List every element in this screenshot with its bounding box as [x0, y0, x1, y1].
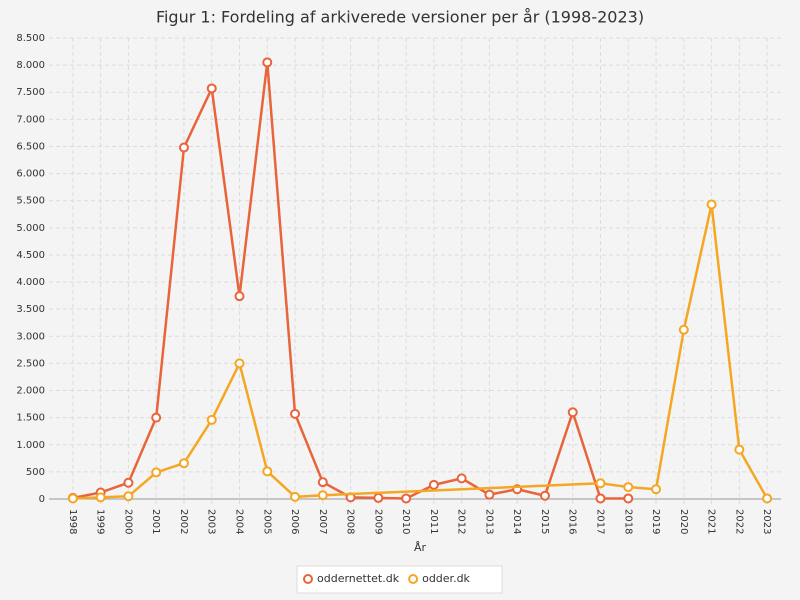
point	[595, 493, 606, 504]
point	[262, 466, 273, 477]
y-tick-label: 3.500	[16, 304, 45, 315]
point	[428, 479, 439, 490]
x-tick-label: 2016	[567, 509, 578, 534]
x-tick-label: 2012	[456, 509, 467, 534]
y-tick-label: 500	[26, 467, 45, 478]
y-tick-label: 3.000	[16, 331, 45, 342]
point	[623, 482, 634, 493]
y-tick-label: 1.000	[16, 440, 45, 451]
point	[373, 492, 384, 503]
y-tick-label: 7.000	[16, 114, 45, 125]
x-tick-label: 2000	[122, 509, 133, 534]
y-tick-label: 1.500	[16, 413, 45, 424]
y-tick-label: 4.500	[16, 250, 45, 261]
point	[67, 493, 78, 504]
y-tick-label: 6.000	[16, 169, 45, 180]
point	[206, 83, 217, 94]
x-tick-label: 2003	[206, 509, 217, 534]
point	[623, 493, 634, 504]
point	[595, 478, 606, 489]
y-tick-label: 4.000	[16, 277, 45, 288]
point	[262, 57, 273, 68]
x-tick-label: 2009	[372, 509, 383, 534]
point	[151, 412, 162, 423]
x-tick-label: 2020	[678, 509, 689, 534]
y-tick-label: 0	[39, 494, 45, 505]
point	[290, 408, 301, 419]
x-tick-label: 2014	[511, 509, 522, 534]
legend-label: oddernettet.dk	[317, 572, 400, 585]
x-tick-label: 2021	[706, 509, 717, 534]
point	[706, 199, 717, 210]
point	[234, 358, 245, 369]
x-tick-label: 2018	[622, 509, 633, 534]
x-tick-label: 2011	[428, 509, 439, 534]
x-tick-label: 2017	[595, 509, 606, 534]
point	[401, 493, 412, 504]
point	[151, 467, 162, 478]
y-tick-label: 5.000	[16, 223, 45, 234]
x-tick-label: 2022	[733, 509, 744, 534]
point	[95, 492, 106, 503]
x-tick-label: 1999	[95, 509, 106, 534]
point	[178, 142, 189, 153]
legend-label: odder.dk	[422, 572, 470, 585]
point	[762, 493, 773, 504]
x-tick-label: 2005	[261, 509, 272, 534]
legend	[296, 565, 503, 594]
y-tick-label: 5.500	[16, 196, 45, 207]
x-tick-label: 2002	[178, 509, 189, 534]
x-tick-label: 2008	[345, 509, 356, 534]
point	[651, 484, 662, 495]
y-tick-label: 2.000	[16, 386, 45, 397]
point	[290, 491, 301, 502]
y-tick-label: 8.500	[16, 33, 45, 44]
x-tick-label: 2007	[317, 509, 328, 534]
y-tick-label: 7.500	[16, 87, 45, 98]
x-tick-label: 2010	[400, 509, 411, 534]
x-tick-label: 1998	[67, 509, 78, 534]
x-tick-label: 2001	[150, 509, 161, 534]
x-axis-title: År	[414, 541, 427, 554]
point	[678, 324, 689, 335]
legend-marker	[303, 574, 313, 584]
point	[206, 414, 217, 425]
series-line	[72, 362, 323, 500]
point	[178, 458, 189, 469]
point	[484, 489, 495, 500]
x-tick-label: 2006	[289, 509, 300, 534]
point	[539, 490, 550, 501]
point	[317, 490, 328, 501]
gap-connector	[322, 482, 601, 497]
point	[317, 477, 328, 488]
legend-marker	[408, 574, 419, 584]
x-tick-label: 2023	[761, 509, 772, 534]
point	[123, 477, 134, 488]
y-tick-label: 6.500	[16, 141, 45, 152]
point	[567, 407, 578, 418]
y-tick-label: 8.000	[16, 60, 45, 71]
chart-title: Figur 1: Fordeling af arkiverede version…	[156, 8, 644, 27]
x-tick-label: 2013	[483, 509, 494, 534]
x-tick-label: 2015	[539, 509, 550, 534]
point	[123, 491, 134, 502]
point	[734, 444, 745, 455]
point	[456, 473, 467, 484]
x-tick-label: 2004	[234, 509, 245, 534]
y-tick-label: 2.500	[16, 358, 45, 369]
x-tick-label: 2019	[650, 509, 661, 534]
point	[234, 291, 245, 302]
